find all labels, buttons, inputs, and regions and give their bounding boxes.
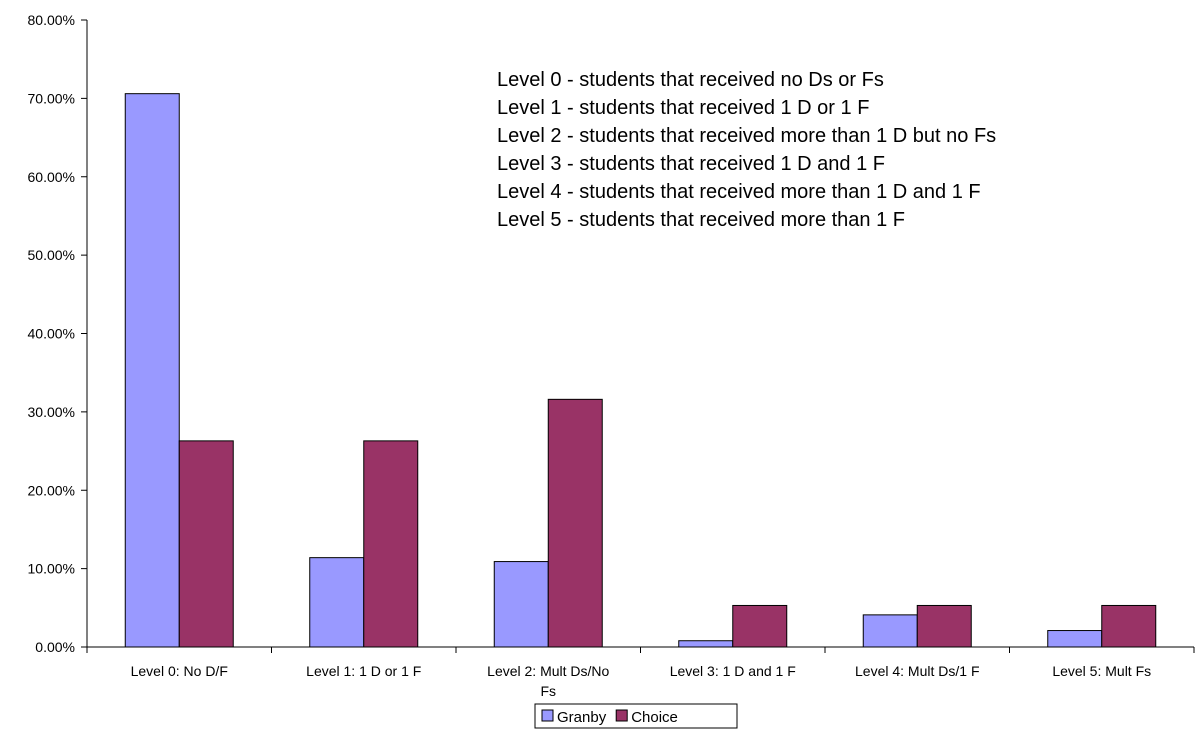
level-definitions-annotation: Level 0 - students that received no Ds o…: [497, 69, 996, 231]
bar-choice: [1101, 604, 1157, 648]
legend-swatch-choice: [615, 709, 628, 722]
bar-choice: [547, 398, 603, 648]
bar-choice: [178, 440, 234, 648]
y-tick-label: 0.00%: [35, 639, 75, 655]
level-definition-line: Level 1 - students that received 1 D or …: [497, 97, 869, 119]
legend-swatch-granby: [541, 709, 554, 722]
level-definition-line: Level 3 - students that received 1 D and…: [497, 153, 885, 175]
y-tick-label: 80.00%: [28, 12, 75, 28]
x-category-label: Level 0: No D/F: [131, 663, 228, 679]
bar-choice: [363, 440, 419, 648]
legend-label-choice: Choice: [631, 709, 678, 726]
x-category-label: Level 4: Mult Ds/1 F: [855, 663, 980, 679]
x-category-label: Level 3: 1 D and 1 F: [670, 663, 796, 679]
bars: [124, 93, 1157, 648]
legend: Granby Choice: [534, 703, 738, 729]
bar-granby: [124, 93, 180, 648]
y-tick-label: 20.00%: [28, 482, 75, 498]
level-definition-line: Level 5 - students that received more th…: [497, 209, 905, 231]
x-category-label: Level 5: Mult Fs: [1052, 663, 1151, 679]
bar-choice: [916, 604, 972, 648]
bar-granby: [309, 557, 365, 648]
y-tick-label: 50.00%: [28, 247, 75, 263]
y-axis: 0.00% 10.00% 20.00% 30.00% 40.00% 50.00% 60.00…: [28, 12, 88, 655]
legend-box: [534, 703, 738, 729]
bar-granby: [1047, 630, 1103, 648]
bar-granby: [493, 561, 549, 648]
y-tick-label: 40.00%: [28, 326, 75, 342]
legend-label-granby: Granby: [557, 709, 607, 726]
level-definition-line: Level 0 - students that received no Ds o…: [497, 69, 884, 91]
x-category-label: Level 2: Mult Ds/No Fs: [487, 663, 609, 699]
bar-granby: [862, 614, 918, 648]
level-definition-line: Level 4 - students that received more th…: [497, 181, 981, 203]
x-category-label: Level 1: 1 D or 1 F: [306, 663, 421, 679]
x-axis: Level 0: No D/F Level 1: 1 D or 1 F Level …: [86, 646, 1195, 699]
bar-granby: [678, 640, 734, 648]
y-tick-label: 60.00%: [28, 169, 75, 185]
bar-choice: [732, 604, 788, 648]
y-tick-label: 30.00%: [28, 404, 75, 420]
level-definition-line: Level 2 - students that received more th…: [497, 125, 996, 147]
y-tick-label: 70.00%: [28, 90, 75, 106]
y-tick-label: 10.00%: [28, 561, 75, 577]
